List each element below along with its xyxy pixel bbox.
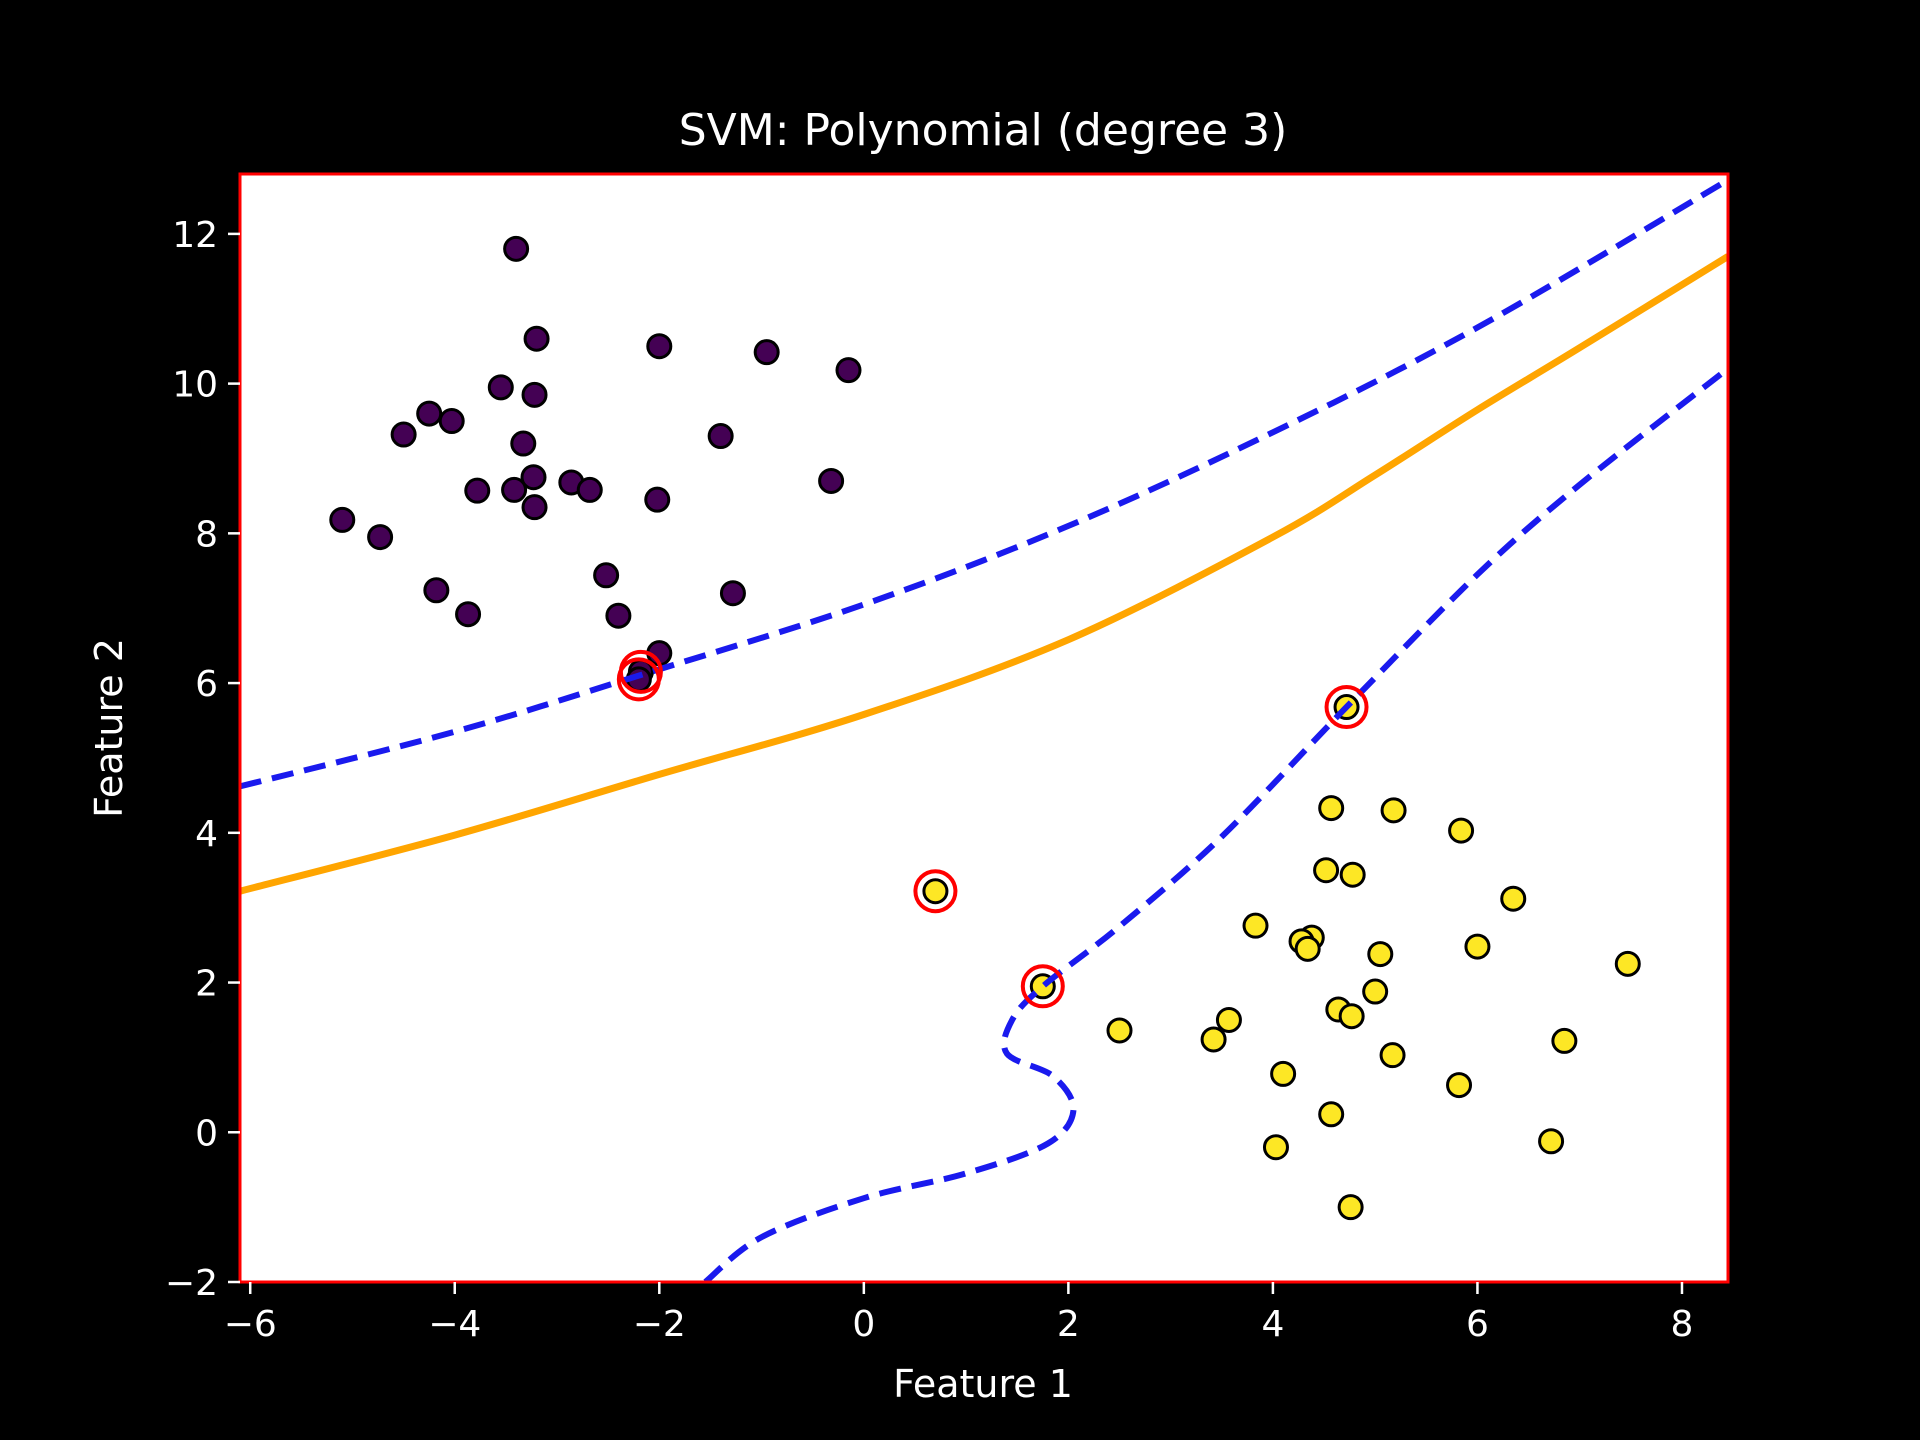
data-point-class-0 xyxy=(646,333,673,360)
data-point-class-0 xyxy=(576,476,603,503)
data-point-class-0 xyxy=(753,339,780,366)
data-point-class-0 xyxy=(464,477,491,504)
data-point-class-0 xyxy=(521,381,548,408)
x-tick-label: 2 xyxy=(1057,1304,1080,1345)
x-tick-label: −6 xyxy=(224,1304,277,1345)
data-point-class-0 xyxy=(455,601,482,628)
y-axis: −2 0 2 4 6 8 10 12 xyxy=(165,215,240,1304)
plot-border xyxy=(238,172,1730,1284)
data-point-class-0 xyxy=(719,580,746,607)
y-tick-label: 2 xyxy=(195,964,218,1005)
data-point-class-0 xyxy=(523,325,550,352)
data-point-class-1 xyxy=(1318,1101,1345,1128)
data-point-class-1 xyxy=(1106,1017,1133,1044)
y-tick-label: 12 xyxy=(172,215,218,256)
data-point-class-1 xyxy=(1379,1042,1406,1069)
data-point-class-1 xyxy=(1200,1026,1227,1053)
data-point-class-1 xyxy=(1294,935,1321,962)
x-tick-label: 0 xyxy=(852,1304,875,1345)
data-point-class-1 xyxy=(1551,1027,1578,1054)
data-point-class-0 xyxy=(593,562,620,589)
x-tick-label: 4 xyxy=(1261,1304,1284,1345)
support-vector-marker xyxy=(1324,685,1369,730)
data-point-class-1 xyxy=(1338,1003,1365,1030)
data-point-class-0 xyxy=(510,430,537,457)
y-tick-label: −2 xyxy=(165,1263,218,1304)
data-point-class-1 xyxy=(1313,857,1340,884)
data-point-class-1 xyxy=(1464,933,1491,960)
data-point-class-1 xyxy=(1270,1060,1297,1087)
data-point-class-0 xyxy=(423,577,450,604)
data-point-class-1 xyxy=(1337,1194,1364,1221)
data-point-class-0 xyxy=(644,486,671,513)
y-axis-label: Feature 2 xyxy=(87,638,131,818)
x-axis-label: Feature 1 xyxy=(893,1362,1073,1406)
data-point-class-0 xyxy=(835,357,862,384)
data-point-class-1 xyxy=(1362,978,1389,1005)
data-point-class-1 xyxy=(922,878,949,905)
x-tick-label: −4 xyxy=(428,1304,481,1345)
data-point-class-0 xyxy=(605,602,632,629)
data-point-class-1 xyxy=(1262,1134,1289,1161)
data-point-class-0 xyxy=(818,467,845,494)
data-point-class-1 xyxy=(1380,797,1407,824)
data-point-class-0 xyxy=(329,506,356,533)
x-axis: −6 −4 −2 0 2 4 6 8 xyxy=(224,1282,1694,1345)
data-point-class-1 xyxy=(1538,1128,1565,1155)
data-point-class-0 xyxy=(521,494,548,521)
data-point-class-1 xyxy=(1339,861,1366,888)
data-point-class-1 xyxy=(1367,941,1394,968)
decision-boundary-line xyxy=(240,253,1728,895)
data-point-class-0 xyxy=(367,524,394,551)
data-point-class-1 xyxy=(1448,817,1475,844)
data-point-class-0 xyxy=(416,400,443,427)
y-tick-label: 4 xyxy=(195,814,218,855)
chart-title: SVM: Polynomial (degree 3) xyxy=(679,105,1288,156)
data-point-class-1 xyxy=(1215,1006,1242,1033)
support-vector-marker xyxy=(616,657,661,702)
plot-area xyxy=(240,174,1728,1282)
support-vector-marker xyxy=(913,869,958,914)
data-point-class-1 xyxy=(1318,795,1345,822)
support-vector-marker xyxy=(1020,964,1065,1009)
y-tick-label: 10 xyxy=(172,365,218,406)
margin-line-upper xyxy=(240,177,1728,790)
x-tick-label: −2 xyxy=(633,1304,686,1345)
data-point-class-1 xyxy=(1446,1072,1473,1099)
data-point-class-0 xyxy=(503,235,530,262)
data-point-class-0 xyxy=(501,476,528,503)
plot-content xyxy=(240,177,1728,1282)
data-point-class-0 xyxy=(520,464,547,491)
y-tick-label: 6 xyxy=(195,664,218,705)
data-point-class-1 xyxy=(1614,950,1641,977)
x-tick-label: 6 xyxy=(1466,1304,1489,1345)
data-point-class-0 xyxy=(707,423,734,450)
data-point-class-1 xyxy=(1242,912,1269,939)
y-tick-label: 0 xyxy=(195,1113,218,1154)
margin-line-lower xyxy=(703,366,1728,1282)
data-point-class-0 xyxy=(487,374,514,401)
y-tick-label: 8 xyxy=(195,514,218,555)
data-point-class-1 xyxy=(1500,885,1527,912)
x-tick-label: 8 xyxy=(1671,1304,1694,1345)
data-point-class-0 xyxy=(438,408,465,435)
data-point-class-0 xyxy=(390,421,417,448)
